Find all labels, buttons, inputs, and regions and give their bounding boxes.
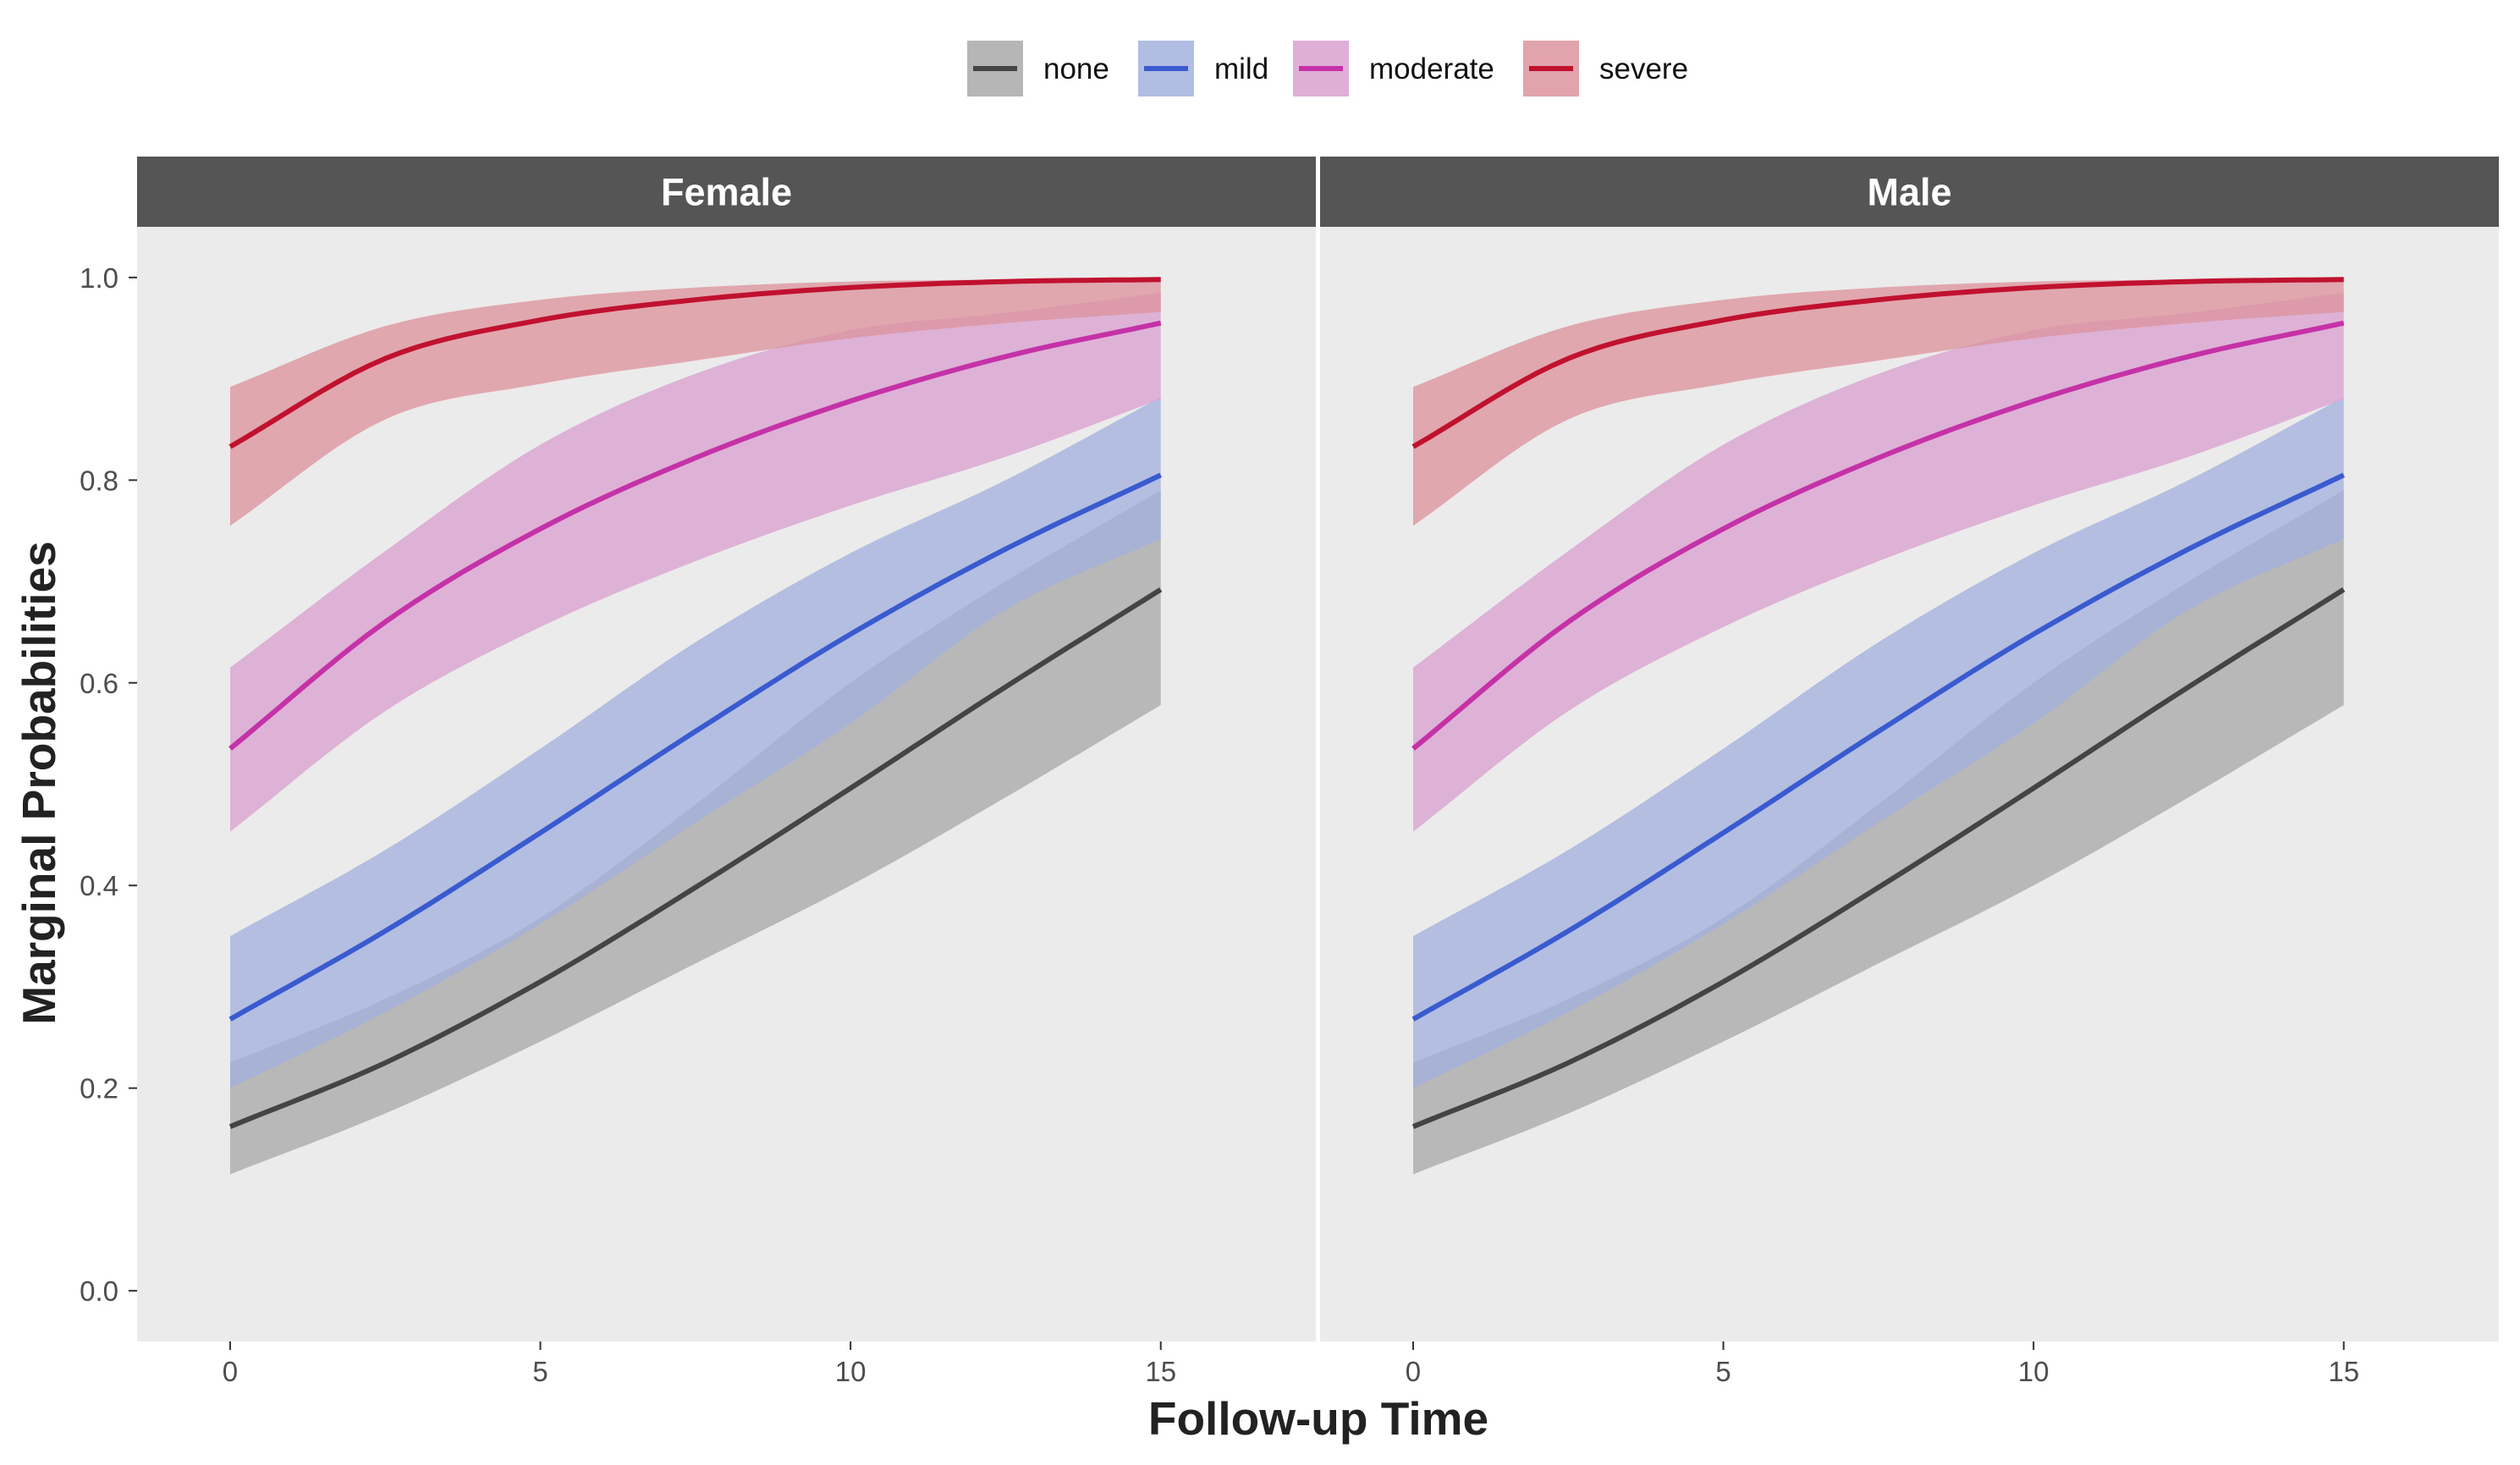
ribbon-moderate (230, 292, 1161, 832)
ribbon-moderate (1413, 292, 2344, 832)
y-tick-label: 0.0 (80, 1275, 118, 1307)
legend-label: severe (1599, 52, 1688, 85)
x-tick-label: 0 (1406, 1356, 1421, 1387)
legend-item-severe: severe (1523, 41, 1688, 96)
ribbon-mild (1413, 397, 2344, 1088)
legend-item-none: none (967, 41, 1109, 96)
facet-strip-label: Male (1867, 171, 1951, 214)
facet-strip (1320, 157, 2499, 227)
y-tick-label: 0.6 (80, 668, 118, 699)
x-tick-label: 10 (835, 1356, 867, 1387)
legend-item-moderate: moderate (1293, 41, 1494, 96)
facet-strip-label: Female (661, 171, 792, 214)
line-mild (1411, 472, 2345, 1022)
line-mild (228, 472, 1162, 1022)
x-tick-label: 5 (1715, 1356, 1730, 1387)
line-severe (1411, 277, 2344, 449)
y-axis-title: Marginal Probabilities (13, 541, 65, 1025)
legend-label: mild (1214, 52, 1268, 85)
y-tick-label: 0.2 (80, 1073, 118, 1104)
line-severe (228, 277, 1161, 449)
line-none (1411, 587, 2346, 1129)
y-tick-label: 0.8 (80, 465, 118, 496)
ribbon-mild (230, 397, 1161, 1088)
x-tick-label: 15 (1145, 1356, 1176, 1387)
legend-item-mild: mild (1138, 41, 1268, 96)
x-tick-label: 15 (2328, 1356, 2359, 1387)
y-tick-label: 1.0 (80, 262, 118, 294)
line-moderate (1411, 320, 2345, 751)
x-tick-label: 0 (223, 1356, 238, 1387)
x-axis-title: Follow-up Time (1148, 1392, 1488, 1445)
x-tick-label: 5 (532, 1356, 547, 1387)
y-tick-label: 0.4 (80, 870, 118, 901)
legend-label: moderate (1369, 52, 1494, 85)
line-moderate (228, 320, 1162, 751)
ribbon-severe (1413, 277, 2344, 526)
legend-label: none (1043, 52, 1109, 85)
panel-male: Male 0 5 10 15 (1320, 157, 2499, 1387)
facet-strip (137, 157, 1316, 227)
x-tick-label: 10 (2018, 1356, 2050, 1387)
legend: none mild moderate severe (967, 41, 1688, 96)
panel-female: Female 0 5 10 15 0.0 0.2 0.4 0.6 0.8 1.0 (80, 157, 1316, 1387)
ribbon-severe (230, 277, 1161, 526)
line-none (228, 587, 1163, 1129)
chart-panels: Female 0 5 10 15 0.0 0.2 0.4 0.6 0.8 1.0 Male 0 5 10 15 (80, 157, 2499, 1387)
